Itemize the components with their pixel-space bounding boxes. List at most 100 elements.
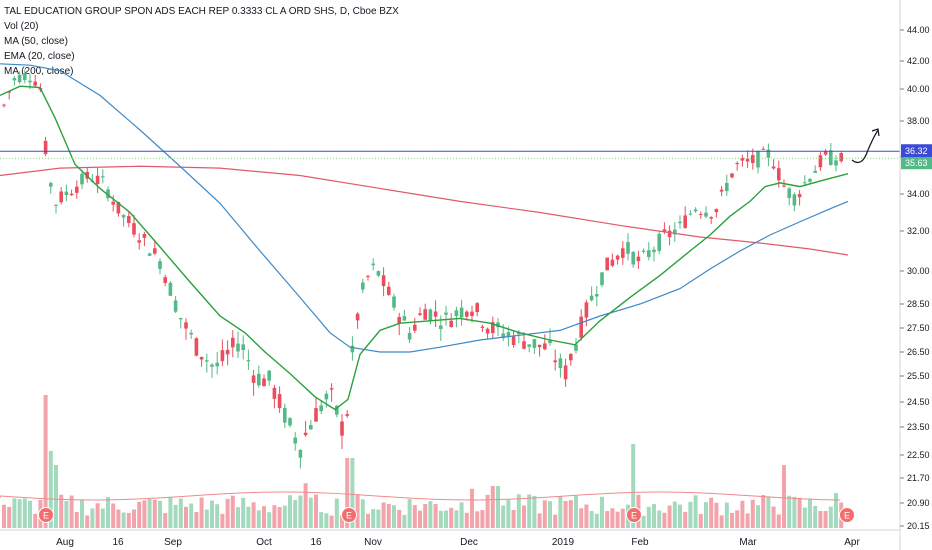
candle xyxy=(595,285,599,307)
y-tick-label: 24.50 xyxy=(907,397,930,407)
volume-bar xyxy=(782,465,786,528)
volume-bar xyxy=(584,504,589,528)
y-tick-label: 22.50 xyxy=(907,450,930,460)
earnings-marker[interactable]: E xyxy=(839,507,855,523)
volume-bar xyxy=(225,498,230,528)
volume-bar xyxy=(43,395,48,528)
volume-bar xyxy=(709,497,714,528)
earnings-marker[interactable]: E xyxy=(626,507,642,523)
earnings-marker[interactable]: E xyxy=(341,507,357,523)
volume-bar xyxy=(371,509,376,528)
legend-ema20[interactable]: EMA (20, close) xyxy=(4,51,75,62)
volume-bar xyxy=(111,503,116,528)
volume-bar xyxy=(589,511,594,528)
volume-bar xyxy=(412,505,417,528)
price-badge: 36.32 xyxy=(901,144,932,158)
volume-bar xyxy=(54,465,58,528)
volume-bar xyxy=(667,505,672,528)
volume-bar xyxy=(360,499,365,528)
candle xyxy=(454,306,459,328)
legend-ma50[interactable]: MA (50, close) xyxy=(4,36,68,47)
candle xyxy=(262,374,266,387)
candle xyxy=(792,192,797,212)
volume-bar xyxy=(355,495,360,528)
volume-bar xyxy=(828,506,833,528)
candle xyxy=(543,334,547,351)
candle xyxy=(314,397,318,422)
volume-bar xyxy=(610,508,615,528)
volume-bar xyxy=(90,508,95,528)
volume-bar xyxy=(646,506,651,528)
forecast-arrow[interactable] xyxy=(851,129,879,163)
y-tick-label: 32.00 xyxy=(907,226,930,236)
volume-bar xyxy=(236,507,240,528)
candle xyxy=(553,349,557,371)
candle xyxy=(667,225,672,246)
volume-bar xyxy=(2,504,6,528)
x-tick-label: Oct xyxy=(256,537,272,548)
candle xyxy=(121,214,126,227)
candle xyxy=(491,316,495,340)
volume-bar xyxy=(376,509,381,528)
volume-bar xyxy=(652,504,656,528)
volume-bar xyxy=(808,498,812,528)
candle xyxy=(251,369,256,396)
volume-bar xyxy=(241,497,246,528)
candle xyxy=(735,161,739,171)
candle xyxy=(163,274,167,287)
candle xyxy=(678,215,682,229)
volume-bar xyxy=(678,504,682,528)
volume-bar xyxy=(501,505,506,528)
volume-bar xyxy=(496,486,500,528)
volume-bar xyxy=(766,496,771,528)
volume-bar xyxy=(735,510,740,528)
candle xyxy=(709,216,713,225)
volume-bar xyxy=(95,503,100,528)
legend-vol[interactable]: Vol (20) xyxy=(4,21,39,32)
x-tick-label: Dec xyxy=(460,537,478,548)
candle xyxy=(839,151,843,163)
volume-bar xyxy=(537,513,542,528)
volume-bar xyxy=(277,506,282,528)
earnings-marker[interactable]: E xyxy=(38,507,54,523)
volume-bar xyxy=(740,500,745,528)
candle xyxy=(621,241,625,265)
volume-bar xyxy=(334,498,339,528)
candle xyxy=(33,74,37,87)
volume-bar xyxy=(641,515,646,528)
candle xyxy=(111,195,115,212)
volume-bar xyxy=(522,505,526,528)
candle xyxy=(558,353,563,378)
candle xyxy=(153,239,157,256)
candle xyxy=(7,90,11,100)
candle xyxy=(189,329,193,339)
x-tick-label: 16 xyxy=(310,537,322,548)
legend-ma200[interactable]: MA (200, close) xyxy=(4,66,74,77)
candle xyxy=(449,313,453,328)
candle xyxy=(615,254,620,265)
candle xyxy=(246,349,251,371)
candle xyxy=(137,233,141,250)
volume-bar xyxy=(366,513,370,528)
volume-bar xyxy=(771,506,776,528)
ma50-line xyxy=(0,63,849,353)
candle xyxy=(423,303,427,320)
candle xyxy=(173,296,178,314)
candle xyxy=(740,154,745,167)
volume-ma-line xyxy=(0,491,841,501)
candle xyxy=(574,338,578,354)
volume-bar xyxy=(350,458,355,528)
candle xyxy=(168,281,173,296)
volume-bar xyxy=(402,514,407,528)
candle xyxy=(69,189,74,197)
volume-bar xyxy=(173,504,178,528)
y-tick-label: 25.50 xyxy=(907,371,930,381)
volume-bar xyxy=(142,500,147,528)
candle xyxy=(647,242,651,261)
volume-bar xyxy=(74,511,79,528)
candle xyxy=(808,177,812,184)
candle xyxy=(475,302,479,317)
candle xyxy=(413,317,417,334)
